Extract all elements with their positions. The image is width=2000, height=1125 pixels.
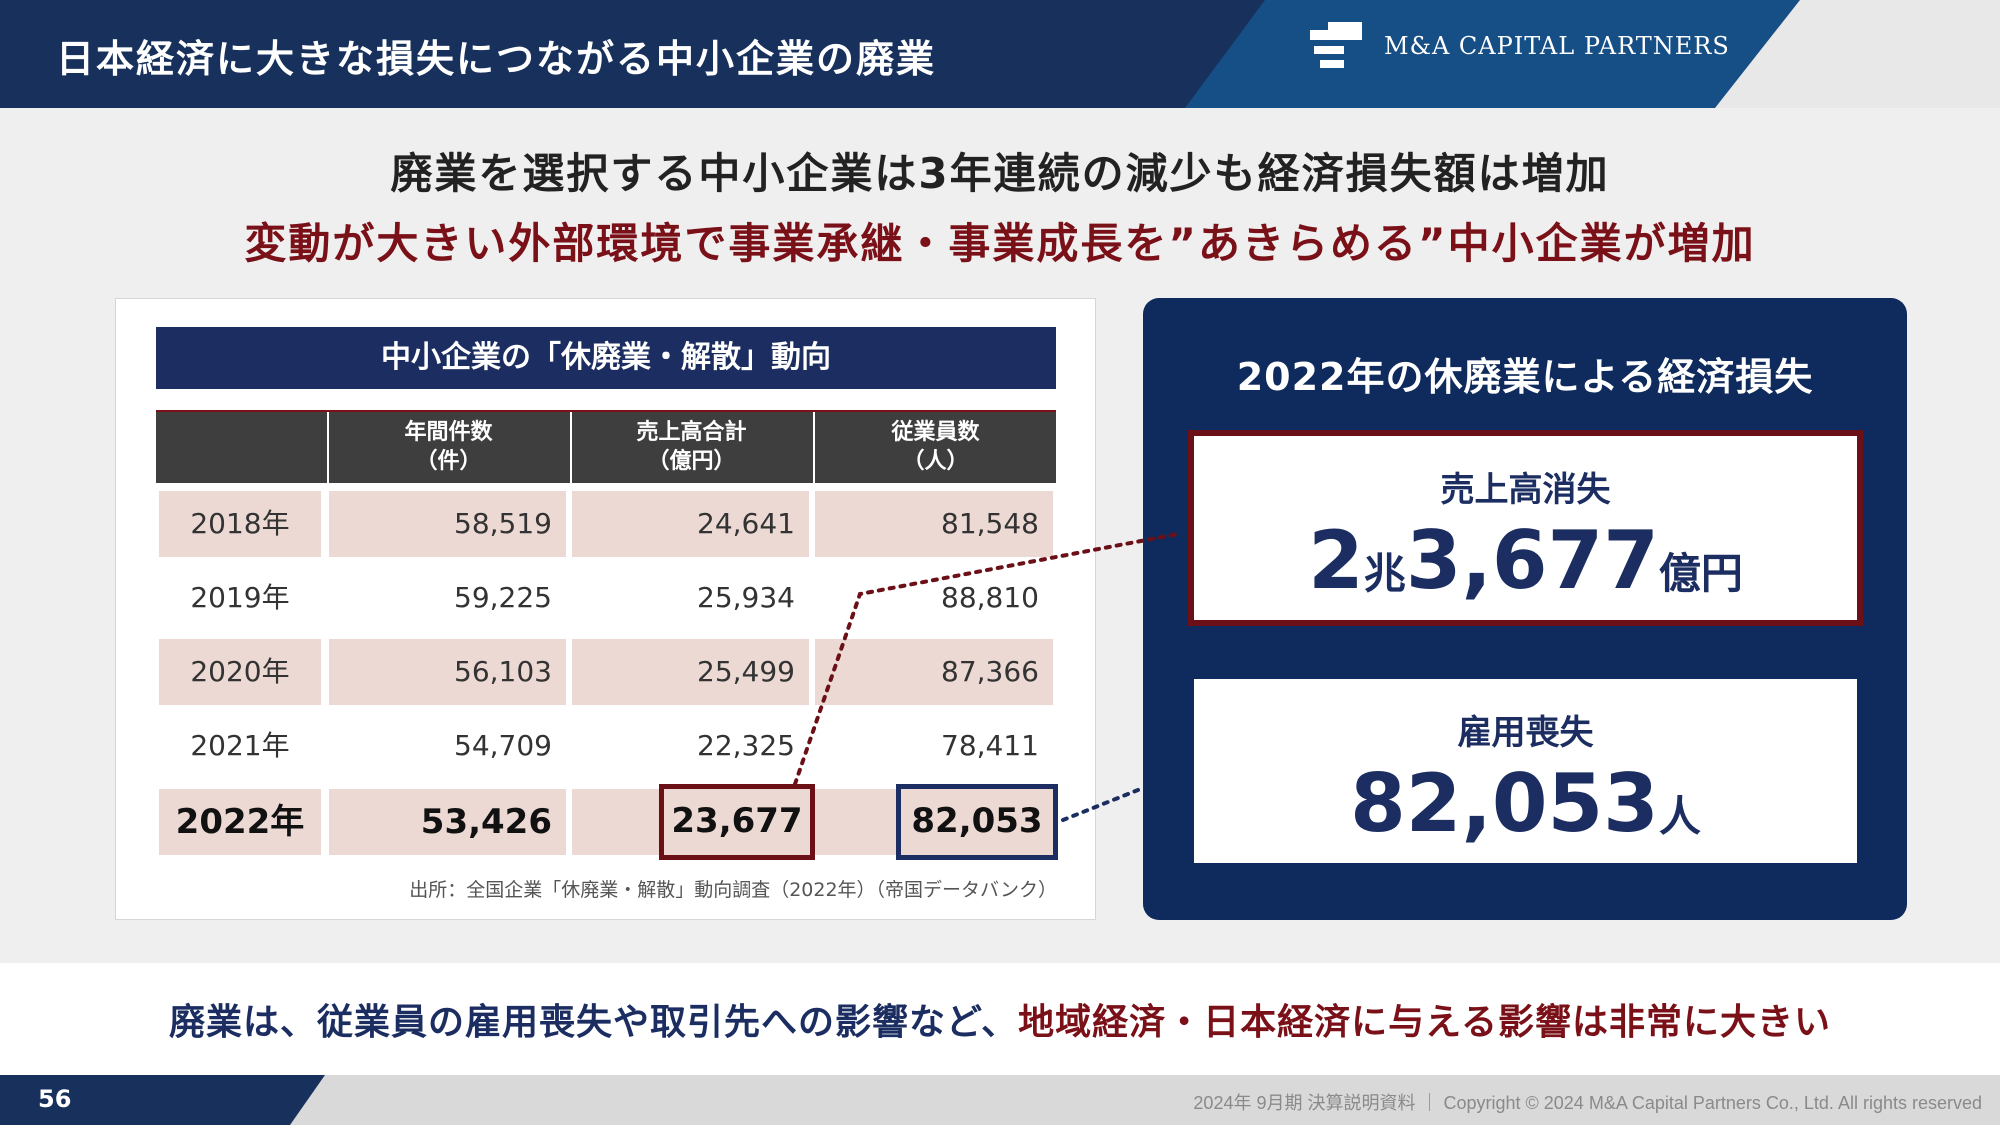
header-cell-employees: 従業員数 （人）	[813, 410, 1056, 483]
cell-count: 58,519	[329, 491, 566, 557]
cell-employees: 87,366	[815, 639, 1053, 705]
cell-count: 56,103	[329, 639, 566, 705]
footer-page-band	[0, 1075, 325, 1125]
table-title: 中小企業の「休廃業・解散」動向	[156, 327, 1056, 389]
header-band-blue	[1185, 0, 1800, 108]
cell-count: 53,426	[329, 789, 566, 855]
sales-loss-label: 売上高消失	[1440, 470, 1611, 510]
key-message: 廃業は、従業員の雇用喪失や取引先への影響など、地域経済・日本経済に与える影響は非…	[0, 993, 2000, 1045]
company-logo: M&A CAPITAL PARTNERS	[1310, 22, 1730, 70]
employees-highlight-box: 82,053	[896, 784, 1058, 860]
header-cell-count: 年間件数 （件）	[327, 410, 568, 483]
cell-sales: 23,677	[671, 801, 803, 841]
cell-count: 59,225	[454, 581, 552, 614]
trend-table-card: 中小企業の「休廃業・解散」動向 年間件数 （件） 売上高合計 （億円） 従業員数 （人…	[115, 298, 1096, 920]
sales-highlight-box: 23,677	[659, 784, 815, 860]
headline-line2: 変動が大きい外部環境で事業承継・事業成長を”あきらめる”中小企業が増加	[244, 219, 1756, 268]
header-band-navy	[0, 0, 1300, 108]
key-message-part2: 地域経済・日本経済に与える影響は非常に大きい	[1018, 1002, 1832, 1043]
jobs-loss-value: 82,053人	[1350, 757, 1701, 850]
cell-sales: 22,325	[697, 729, 795, 762]
economic-loss-panel: 2022年の休廃業による経済損失 売上高消失 2兆3,677億円 雇用喪失 82…	[1143, 298, 1907, 920]
cell-year: 2021年	[190, 729, 290, 762]
sales-loss-box: 売上高消失 2兆3,677億円	[1188, 430, 1863, 626]
cell-employees: 88,810	[941, 581, 1039, 614]
table-source: 出所：全国企業「休廃業・解散」動向調査（2022年）（帝国データバンク）	[409, 879, 1057, 901]
table-header-row: 年間件数 （件） 売上高合計 （億円） 従業員数 （人）	[156, 410, 1056, 483]
message-bar: 廃業は、従業員の雇用喪失や取引先への影響など、地域経済・日本経済に与える影響は非…	[0, 963, 2000, 1075]
cell-sales: 25,499	[572, 639, 809, 705]
cell-employees: 78,411	[941, 729, 1039, 762]
jobs-loss-box: 雇用喪失 82,053人	[1188, 673, 1863, 869]
jobs-loss-label: 雇用喪失	[1457, 713, 1594, 753]
sales-loss-value: 2兆3,677億円	[1308, 514, 1743, 607]
cell-year: 2020年	[159, 639, 321, 705]
footer-copyright: 2024年 9月期 決算説明資料 ｜ Copyright © 2024 M&A …	[1193, 1093, 1982, 1113]
cell-year: 2018年	[159, 491, 321, 557]
cell-employees: 81,548	[815, 491, 1053, 557]
header: 日本経済に大きな損失につながる中小企業の廃業 M&A CAPITAL PARTN…	[0, 0, 2000, 108]
cell-year: 2019年	[190, 581, 290, 614]
page-title: 日本経済に大きな損失につながる中小企業の廃業	[56, 37, 937, 81]
header-cell-sales: 売上高合計 （億円）	[570, 410, 811, 483]
cell-sales: 25,934	[697, 581, 795, 614]
logo-text: M&A CAPITAL PARTNERS	[1384, 32, 1730, 60]
cell-count: 54,709	[454, 729, 552, 762]
cell-sales: 24,641	[572, 491, 809, 557]
headline-line1: 廃業を選択する中小企業は3年連続の減少も経済損失額は増加	[390, 149, 1610, 198]
page-number: 56	[38, 1085, 72, 1113]
key-message-part1: 廃業は、従業員の雇用喪失や取引先への影響など、	[168, 1002, 1019, 1043]
logo-mark-icon	[1310, 22, 1362, 70]
footer: 56 2024年 9月期 決算説明資料 ｜ Copyright © 2024 M…	[0, 1075, 2000, 1125]
loss-title: 2022年の休廃業による経済損失	[1236, 355, 1814, 399]
header-cell-year	[156, 410, 324, 483]
cell-year: 2022年	[159, 789, 321, 855]
cell-employees: 82,053	[911, 801, 1043, 841]
